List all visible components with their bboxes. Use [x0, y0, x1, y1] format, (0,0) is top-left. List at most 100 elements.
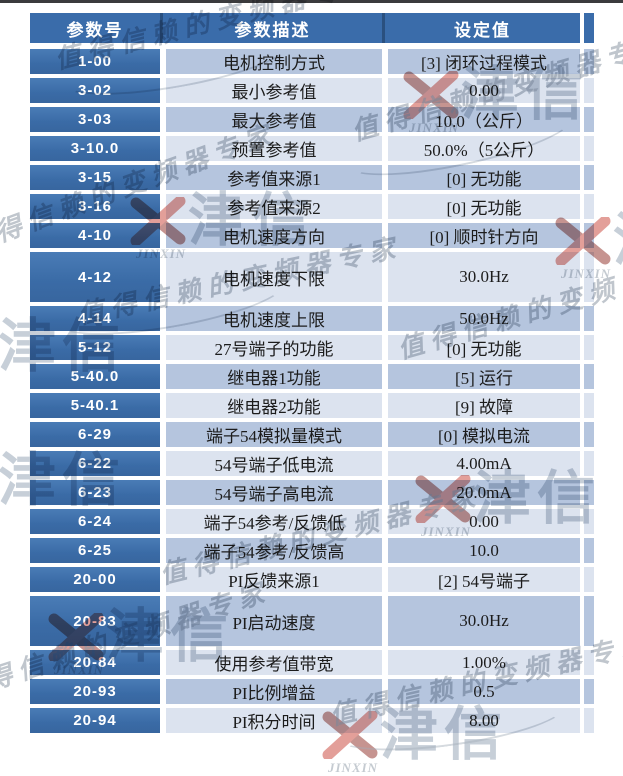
- row-sliver: [584, 650, 594, 675]
- description-cell: 54号端子低电流: [166, 451, 382, 476]
- value-cell: [5] 运行: [388, 364, 580, 389]
- table-row: 3-02 最小参考值 0.00: [30, 78, 594, 103]
- value-cell: 30.0Hz: [388, 252, 580, 302]
- row-sliver: [584, 194, 594, 219]
- description-cell: PI反馈来源1: [166, 567, 382, 592]
- value-column-header: 设定值: [382, 13, 580, 43]
- row-sliver: [584, 480, 594, 505]
- value-cell: 0.00: [388, 78, 580, 103]
- watermark-brand-en: JINXIN: [328, 760, 379, 775]
- param-column-header: 参数号: [30, 13, 160, 43]
- table-row: 6-29 端子54模拟量模式 [0] 模拟电流: [30, 422, 594, 447]
- row-sliver: [584, 78, 594, 103]
- table-row: 20-93 PI比例增益 0.5: [30, 679, 594, 704]
- table-row: 3-16 参考值来源2 [0] 无功能: [30, 194, 594, 219]
- description-cell: PI启动速度: [166, 596, 382, 646]
- value-cell: 0.00: [388, 509, 580, 534]
- description-cell: 参考值来源1: [166, 165, 382, 190]
- table-row: 20-00 PI反馈来源1 [2] 54号端子: [30, 567, 594, 592]
- table-row: 5-40.0 继电器1功能 [5] 运行: [30, 364, 594, 389]
- param-cell: 3-02: [30, 78, 160, 103]
- description-cell: 电机速度下限: [166, 252, 382, 302]
- row-sliver: [584, 165, 594, 190]
- table-row: 6-25 端子54参考/反馈高 10.0: [30, 538, 594, 563]
- param-cell: 6-22: [30, 451, 160, 476]
- row-sliver: [584, 364, 594, 389]
- table-row: 5-12 27号端子的功能 [0] 无功能: [30, 335, 594, 360]
- row-sliver: [584, 49, 594, 74]
- row-sliver: [584, 393, 594, 418]
- description-cell: 端子54模拟量模式: [166, 422, 382, 447]
- value-cell: [0] 无功能: [388, 165, 580, 190]
- top-border-strip: [0, 0, 623, 3]
- description-cell: 继电器1功能: [166, 364, 382, 389]
- description-cell: 参考值来源2: [166, 194, 382, 219]
- param-cell: 6-24: [30, 509, 160, 534]
- table-row: 20-83 PI启动速度 30.0Hz: [30, 596, 594, 646]
- param-cell: 6-25: [30, 538, 160, 563]
- value-cell: 8.00: [388, 708, 580, 733]
- param-cell: 5-12: [30, 335, 160, 360]
- param-cell: 20-00: [30, 567, 160, 592]
- row-sliver: [584, 451, 594, 476]
- value-cell: [3] 闭环过程模式: [388, 49, 580, 74]
- table-row: 20-84 使用参考值带宽 1.00%: [30, 650, 594, 675]
- param-cell: 4-12: [30, 252, 160, 302]
- description-cell: 电机速度方向: [166, 223, 382, 248]
- value-cell: [0] 无功能: [388, 335, 580, 360]
- param-cell: 3-15: [30, 165, 160, 190]
- value-cell: 10.0: [388, 538, 580, 563]
- param-cell: 3-16: [30, 194, 160, 219]
- table-row: 4-14 电机速度上限 50.0Hz: [30, 306, 594, 331]
- row-sliver: [584, 252, 594, 302]
- table-row: 4-10 电机速度方向 [0] 顺时针方向: [30, 223, 594, 248]
- description-cell: 最小参考值: [166, 78, 382, 103]
- parameter-table: 参数号 参数描述 设定值 1-00 电机控制方式 [3] 闭环过程模式 3-02…: [30, 13, 594, 733]
- table-row: 3-03 最大参考值 10.0（公斤）: [30, 107, 594, 132]
- row-sliver: [584, 335, 594, 360]
- row-sliver: [584, 136, 594, 161]
- param-cell: 20-93: [30, 679, 160, 704]
- description-cell: PI比例增益: [166, 679, 382, 704]
- description-cell: 27号端子的功能: [166, 335, 382, 360]
- table-row: 6-22 54号端子低电流 4.00mA: [30, 451, 594, 476]
- param-cell: 5-40.1: [30, 393, 160, 418]
- row-sliver: [584, 107, 594, 132]
- table-row: 6-24 端子54参考/反馈低 0.00: [30, 509, 594, 534]
- description-column-header: 参数描述: [160, 13, 382, 43]
- value-cell: [9] 故障: [388, 393, 580, 418]
- description-cell: 预置参考值: [166, 136, 382, 161]
- row-sliver: [584, 679, 594, 704]
- param-cell: 3-03: [30, 107, 160, 132]
- value-cell: 50.0Hz: [388, 306, 580, 331]
- table-row: 1-00 电机控制方式 [3] 闭环过程模式: [30, 49, 594, 74]
- table-header-row: 参数号 参数描述 设定值: [30, 13, 594, 43]
- value-cell: [0] 模拟电流: [388, 422, 580, 447]
- row-sliver: [584, 708, 594, 733]
- description-cell: 继电器2功能: [166, 393, 382, 418]
- value-cell: [0] 顺时针方向: [388, 223, 580, 248]
- description-cell: 54号端子高电流: [166, 480, 382, 505]
- table-row: 4-12 电机速度下限 30.0Hz: [30, 252, 594, 302]
- row-sliver: [584, 538, 594, 563]
- row-sliver: [584, 306, 594, 331]
- value-cell: 1.00%: [388, 650, 580, 675]
- table-row: 3-10.0 预置参考值 50.0%（5公斤）: [30, 136, 594, 161]
- value-cell: 4.00mA: [388, 451, 580, 476]
- value-cell: 50.0%（5公斤）: [388, 136, 580, 161]
- param-cell: 3-10.0: [30, 136, 160, 161]
- value-cell: 20.0mA: [388, 480, 580, 505]
- param-cell: 4-10: [30, 223, 160, 248]
- description-cell: 端子54参考/反馈高: [166, 538, 382, 563]
- table-row: 20-94 PI积分时间 8.00: [30, 708, 594, 733]
- header-sliver: [584, 13, 594, 43]
- row-sliver: [584, 422, 594, 447]
- table-row: 5-40.1 继电器2功能 [9] 故障: [30, 393, 594, 418]
- row-sliver: [584, 223, 594, 248]
- value-cell: 10.0（公斤）: [388, 107, 580, 132]
- param-cell: 6-29: [30, 422, 160, 447]
- param-cell: 20-83: [30, 596, 160, 646]
- param-cell: 1-00: [30, 49, 160, 74]
- value-cell: [2] 54号端子: [388, 567, 580, 592]
- description-cell: 最大参考值: [166, 107, 382, 132]
